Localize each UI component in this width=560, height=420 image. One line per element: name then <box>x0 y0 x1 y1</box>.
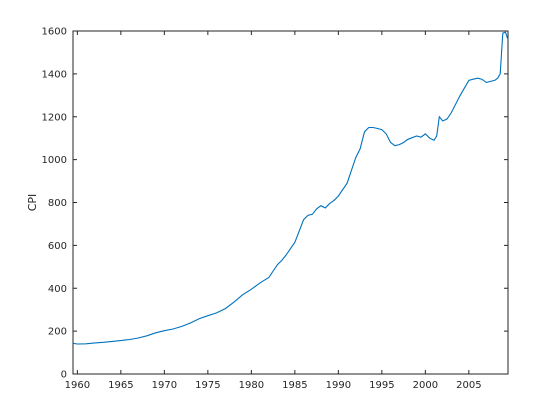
y-tick-label-1600: 1600 <box>42 27 67 38</box>
y-tick-label-1400: 1400 <box>42 69 67 80</box>
y-tick-label-800: 800 <box>48 198 67 209</box>
plot-area: 1960 1965 1970 1975 1980 1985 1990 1995 2000 2005… <box>42 27 509 392</box>
x-tick-label-1995: 1995 <box>369 380 394 391</box>
y-tick-label-200: 200 <box>48 327 67 338</box>
cpi-series-line <box>72 31 509 345</box>
y-tick-label-1000: 1000 <box>42 155 67 166</box>
x-tick-label-1965: 1965 <box>108 380 133 391</box>
x-tick-label-2005: 2005 <box>456 380 481 391</box>
x-tick-label-2000: 2000 <box>413 380 438 391</box>
x-tick-label-1960: 1960 <box>65 380 90 391</box>
y-tick-label-600: 600 <box>48 241 67 252</box>
tick-marks <box>73 30 508 375</box>
plot-frame <box>72 30 509 375</box>
x-tick-label-1970: 1970 <box>152 380 177 391</box>
x-tick-label-1975: 1975 <box>195 380 220 391</box>
x-tick-label-1980: 1980 <box>239 380 264 391</box>
x-tick-label-1985: 1985 <box>282 380 307 391</box>
y-tick-label-1200: 1200 <box>42 112 67 123</box>
y-tick-label-400: 400 <box>48 284 67 295</box>
tick-labels: 1960 1965 1970 1975 1980 1985 1990 1995 2000 2005… <box>42 27 482 392</box>
y-tick-label-0: 0 <box>61 370 67 381</box>
y-axis-title: CPI <box>26 194 39 212</box>
x-tick-label-1990: 1990 <box>326 380 351 391</box>
